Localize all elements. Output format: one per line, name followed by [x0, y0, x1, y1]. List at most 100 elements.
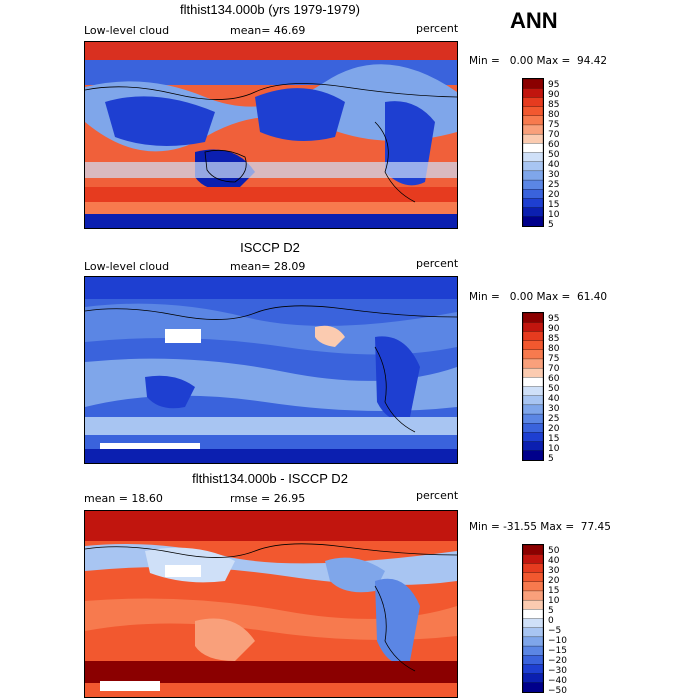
panel3-title: flthist134.000b - ISCCP D2 [192, 471, 348, 486]
panel3-colorbar-label: 40 [548, 556, 560, 566]
panel1-variable-label: Low-level cloud [84, 24, 170, 37]
panel1-colorbar-label: 15 [548, 200, 560, 210]
panel3-rmse-label: rmse = 26.95 [230, 492, 306, 505]
colorbar-swatch [522, 78, 544, 89]
panel3-map-svg [85, 511, 457, 697]
colorbar-swatch [522, 189, 544, 200]
panel2-map [84, 276, 458, 464]
panel2-colorbar-label: 40 [548, 394, 560, 404]
panel3-colorbar-label: −15 [548, 646, 567, 656]
panel1-title: flthist134.000b (yrs 1979-1979) [180, 2, 360, 17]
colorbar-swatch [522, 340, 544, 351]
panel1-mean-label: mean= 46.69 [230, 24, 306, 37]
panel1-colorbar-label: 20 [548, 190, 560, 200]
panel2-colorbar-label: 80 [548, 344, 560, 354]
colorbar-swatch [522, 331, 544, 342]
panel3-colorbar [522, 544, 544, 693]
colorbar-swatch [522, 609, 544, 620]
panel3-colorbar-label: −30 [548, 666, 567, 676]
panel2-colorbar-label: 50 [548, 384, 560, 394]
colorbar-swatch [522, 563, 544, 574]
panel3-colorbar-svg [522, 544, 544, 693]
panel3-colorbar-label: 30 [548, 566, 560, 576]
panel3-colorbar-label: 15 [548, 586, 560, 596]
colorbar-swatch [522, 124, 544, 135]
panel2-colorbar-label: 5 [548, 454, 554, 464]
panel3-colorbar-label: −5 [548, 626, 562, 636]
panel1-map-svg [85, 42, 457, 228]
panel2-colorbar-svg [522, 312, 544, 461]
colorbar-swatch [522, 97, 544, 108]
panel1-colorbar [522, 78, 544, 227]
colorbar-swatch [522, 207, 544, 218]
panel2-colorbar-label: 10 [548, 444, 560, 454]
colorbar-swatch [522, 312, 544, 323]
panel1-colorbar-label: 75 [548, 120, 560, 130]
panel1-colorbar-label: 40 [548, 160, 560, 170]
colorbar-swatch [522, 115, 544, 126]
panel3-colorbar-label: 10 [548, 596, 560, 606]
colorbar-swatch [522, 349, 544, 360]
panel1-colorbar-label: 85 [548, 100, 560, 110]
colorbar-swatch [522, 450, 544, 461]
panel1-colorbar-label: 95 [548, 80, 560, 90]
colorbar-swatch [522, 599, 544, 610]
panel3-minmax: Min = -31.55 Max = 77.45 [469, 521, 611, 533]
colorbar-swatch [522, 88, 544, 99]
colorbar-swatch [522, 395, 544, 406]
colorbar-swatch [522, 682, 544, 693]
panel2-map-svg [85, 277, 457, 463]
colorbar-swatch [522, 322, 544, 333]
colorbar-swatch [522, 170, 544, 181]
colorbar-swatch [522, 432, 544, 443]
panel2-colorbar-label: 25 [548, 414, 560, 424]
panel1-colorbar-labels: 95 90 85 80 75 70 60 50 40 30 25 20 15 1… [548, 80, 559, 230]
panel2-minmax: Min = 0.00 Max = 61.40 [469, 291, 608, 303]
panel2-colorbar-label: 30 [548, 404, 560, 414]
panel1-minmax: Min = 0.00 Max = 94.42 [469, 55, 608, 67]
panel2-mean-label: mean= 28.09 [230, 260, 306, 273]
colorbar-swatch [522, 367, 544, 378]
colorbar-swatch [522, 358, 544, 369]
panel2-colorbar-label: 15 [548, 434, 560, 444]
colorbar-swatch [522, 636, 544, 647]
panel1-colorbar-label: 30 [548, 170, 560, 180]
colorbar-swatch [522, 133, 544, 144]
colorbar-swatch [522, 179, 544, 190]
colorbar-swatch [522, 673, 544, 684]
colorbar-swatch [522, 161, 544, 172]
panel2-colorbar-label: 60 [548, 374, 560, 384]
colorbar-swatch [522, 544, 544, 555]
panel1-colorbar-label: 60 [548, 140, 560, 150]
panel3-colorbar-label: −50 [548, 686, 567, 696]
colorbar-swatch [522, 152, 544, 163]
colorbar-swatch [522, 377, 544, 388]
panel3-map [84, 510, 458, 698]
panel1-colorbar-label: 10 [548, 210, 560, 220]
colorbar-swatch [522, 572, 544, 583]
panel2-colorbar-label: 95 [548, 314, 560, 324]
panel3-colorbar-labels: 50 40 30 20 15 10 5 0 −5 −10 −15 −20 −30… [548, 546, 567, 696]
panel3-colorbar-label: −10 [548, 636, 567, 646]
panel2-colorbar-label: 90 [548, 324, 560, 334]
colorbar-swatch [522, 618, 544, 629]
panel2-colorbar-label: 20 [548, 424, 560, 434]
season-title: ANN [510, 8, 558, 33]
panel2-colorbar-label: 85 [548, 334, 560, 344]
colorbar-swatch [522, 143, 544, 154]
panel2-colorbar-label: 70 [548, 364, 560, 374]
panel2-title: ISCCP D2 [240, 240, 300, 255]
panel3-units-label: percent [416, 489, 459, 502]
colorbar-swatch [522, 655, 544, 666]
panel1-colorbar-label: 50 [548, 150, 560, 160]
colorbar-swatch [522, 198, 544, 209]
colorbar-swatch [522, 581, 544, 592]
colorbar-swatch [522, 106, 544, 117]
panel3-colorbar-label: −40 [548, 676, 567, 686]
colorbar-swatch [522, 423, 544, 434]
colorbar-swatch [522, 590, 544, 601]
panel3-colorbar-label: 50 [548, 546, 560, 556]
colorbar-swatch [522, 664, 544, 675]
panel1-units-label: percent [416, 22, 459, 35]
panel1-colorbar-svg [522, 78, 544, 227]
